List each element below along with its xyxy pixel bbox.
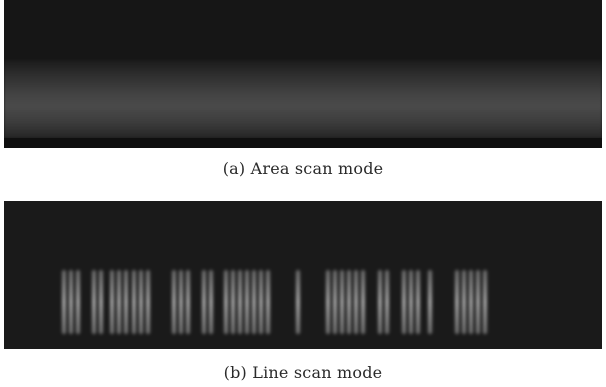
stripe (224, 270, 228, 334)
stripe (333, 270, 337, 334)
stripe (340, 270, 344, 334)
stripe (238, 270, 242, 334)
stripe (124, 270, 128, 334)
stripe (266, 270, 270, 334)
stripe (259, 270, 263, 334)
stripe (402, 270, 406, 334)
stripe (296, 270, 300, 334)
stripe (378, 270, 382, 334)
stripe (416, 270, 420, 334)
stripe (110, 270, 114, 334)
stripe (92, 270, 96, 334)
stripe (361, 270, 365, 334)
stripe (62, 270, 66, 334)
illumination-band (4, 60, 602, 138)
stripe (76, 270, 80, 334)
stripe (146, 270, 150, 334)
area-scan-image (4, 0, 602, 148)
stripe (99, 270, 103, 334)
stripe (455, 270, 459, 334)
stripe (69, 270, 73, 334)
caption-line-scan: (b) Line scan mode (223, 363, 383, 382)
caption-area-scan: (a) Area scan mode (222, 159, 384, 178)
stripe (476, 270, 480, 334)
stripe (209, 270, 213, 334)
stripe (354, 270, 358, 334)
stripe (139, 270, 143, 334)
stripe (428, 270, 432, 334)
stripe (186, 270, 190, 334)
stripe-pattern (62, 270, 487, 334)
stripe (245, 270, 249, 334)
image-bottom-edge (4, 138, 602, 148)
stripe (252, 270, 256, 334)
stripe (172, 270, 176, 334)
stripe (469, 270, 473, 334)
stripe (132, 270, 136, 334)
stripe (326, 270, 330, 334)
stripe (117, 270, 121, 334)
stripe (202, 270, 206, 334)
stripe (231, 270, 235, 334)
stripe (483, 270, 487, 334)
stripe (347, 270, 351, 334)
stripe (179, 270, 183, 334)
line-scan-image (4, 201, 602, 349)
stripe (385, 270, 389, 334)
stripe (409, 270, 413, 334)
stripe (462, 270, 466, 334)
